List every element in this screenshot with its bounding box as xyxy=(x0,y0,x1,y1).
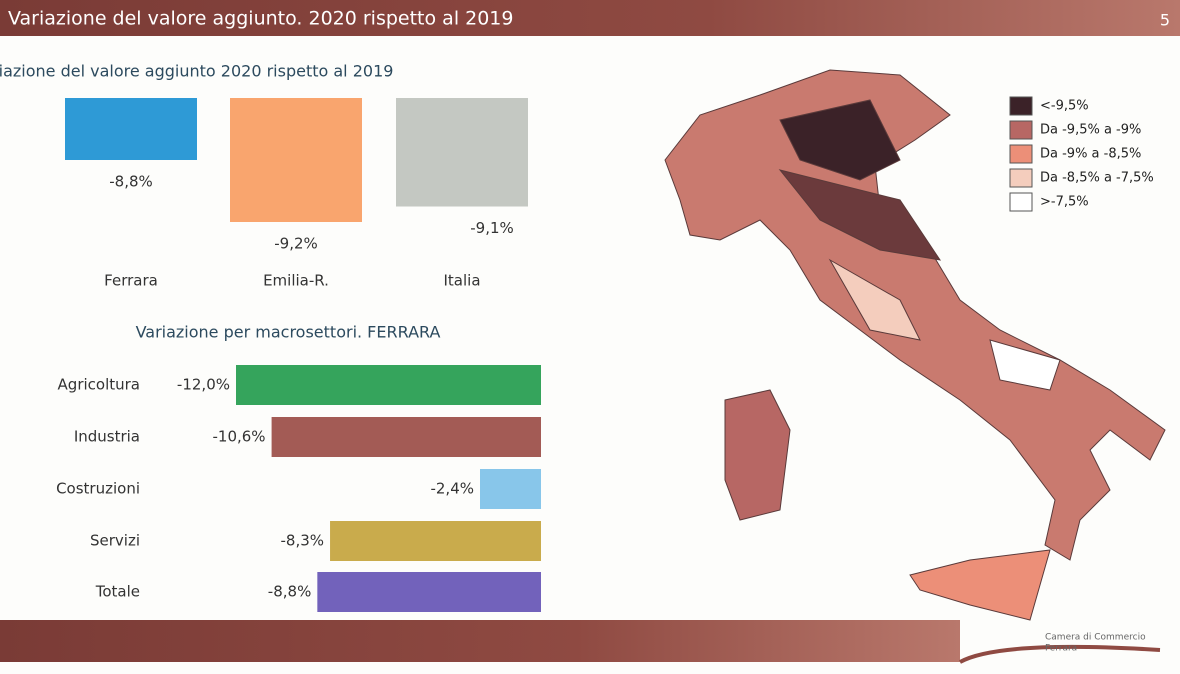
header-bar xyxy=(0,0,1180,36)
bar xyxy=(330,521,541,561)
legend-label: <-9,5% xyxy=(1040,99,1089,114)
bar xyxy=(396,98,528,207)
region xyxy=(778,169,942,261)
italy-map xyxy=(664,69,1166,621)
value-label: -8,8% xyxy=(268,583,312,601)
y-tick-label: Industria xyxy=(74,428,140,446)
bar xyxy=(317,572,541,612)
x-tick-label: Emilia-R. xyxy=(263,272,329,290)
page-number: 5 xyxy=(1160,11,1170,30)
footer-swoosh xyxy=(959,644,1161,664)
bar xyxy=(65,98,197,160)
region xyxy=(828,258,921,341)
bar xyxy=(480,469,541,509)
value-label: -12,0% xyxy=(177,376,230,394)
value-label: -10,6% xyxy=(213,428,266,446)
peninsula xyxy=(664,69,1166,561)
legend-label: Da -9,5% a -9% xyxy=(1040,123,1141,138)
sardinia xyxy=(724,389,791,521)
value-label: -2,4% xyxy=(430,480,474,498)
value-label: -8,3% xyxy=(281,532,325,550)
bar xyxy=(271,417,541,457)
legend-label: Da -8,5% a -7,5% xyxy=(1040,171,1154,186)
legend-swatch xyxy=(1009,168,1033,188)
region xyxy=(779,99,901,181)
y-tick-label: Agricoltura xyxy=(58,376,140,394)
logo-text: Camera di Commercio xyxy=(1045,633,1146,643)
legend-swatch xyxy=(1009,120,1033,140)
bar xyxy=(236,365,541,405)
logo-text: Ferrara xyxy=(1045,644,1077,654)
sicily xyxy=(909,549,1051,621)
chart-title: Variazione del valore aggiunto 2020 risp… xyxy=(0,62,393,81)
footer-bar xyxy=(0,620,960,662)
slide-title: Variazione del valore aggiunto. 2020 ris… xyxy=(8,8,514,30)
legend-swatch xyxy=(1009,144,1033,164)
y-tick-label: Servizi xyxy=(90,532,140,550)
value-label: -9,2% xyxy=(274,235,318,253)
legend-label: >-7,5% xyxy=(1040,195,1089,210)
region xyxy=(989,339,1061,391)
legend-label: Da -9% a -8,5% xyxy=(1040,147,1141,162)
x-tick-label: Ferrara xyxy=(104,272,158,290)
value-label: -8,8% xyxy=(109,173,153,191)
chart-title: Variazione per macrosettori. FERRARA xyxy=(136,323,441,342)
legend-swatch xyxy=(1009,192,1033,212)
x-tick-label: Italia xyxy=(443,272,480,290)
y-tick-label: Totale xyxy=(95,583,140,601)
legend-swatch xyxy=(1009,96,1033,116)
value-label: -9,1% xyxy=(470,219,514,237)
y-tick-label: Costruzioni xyxy=(56,480,140,498)
bar xyxy=(230,98,362,222)
